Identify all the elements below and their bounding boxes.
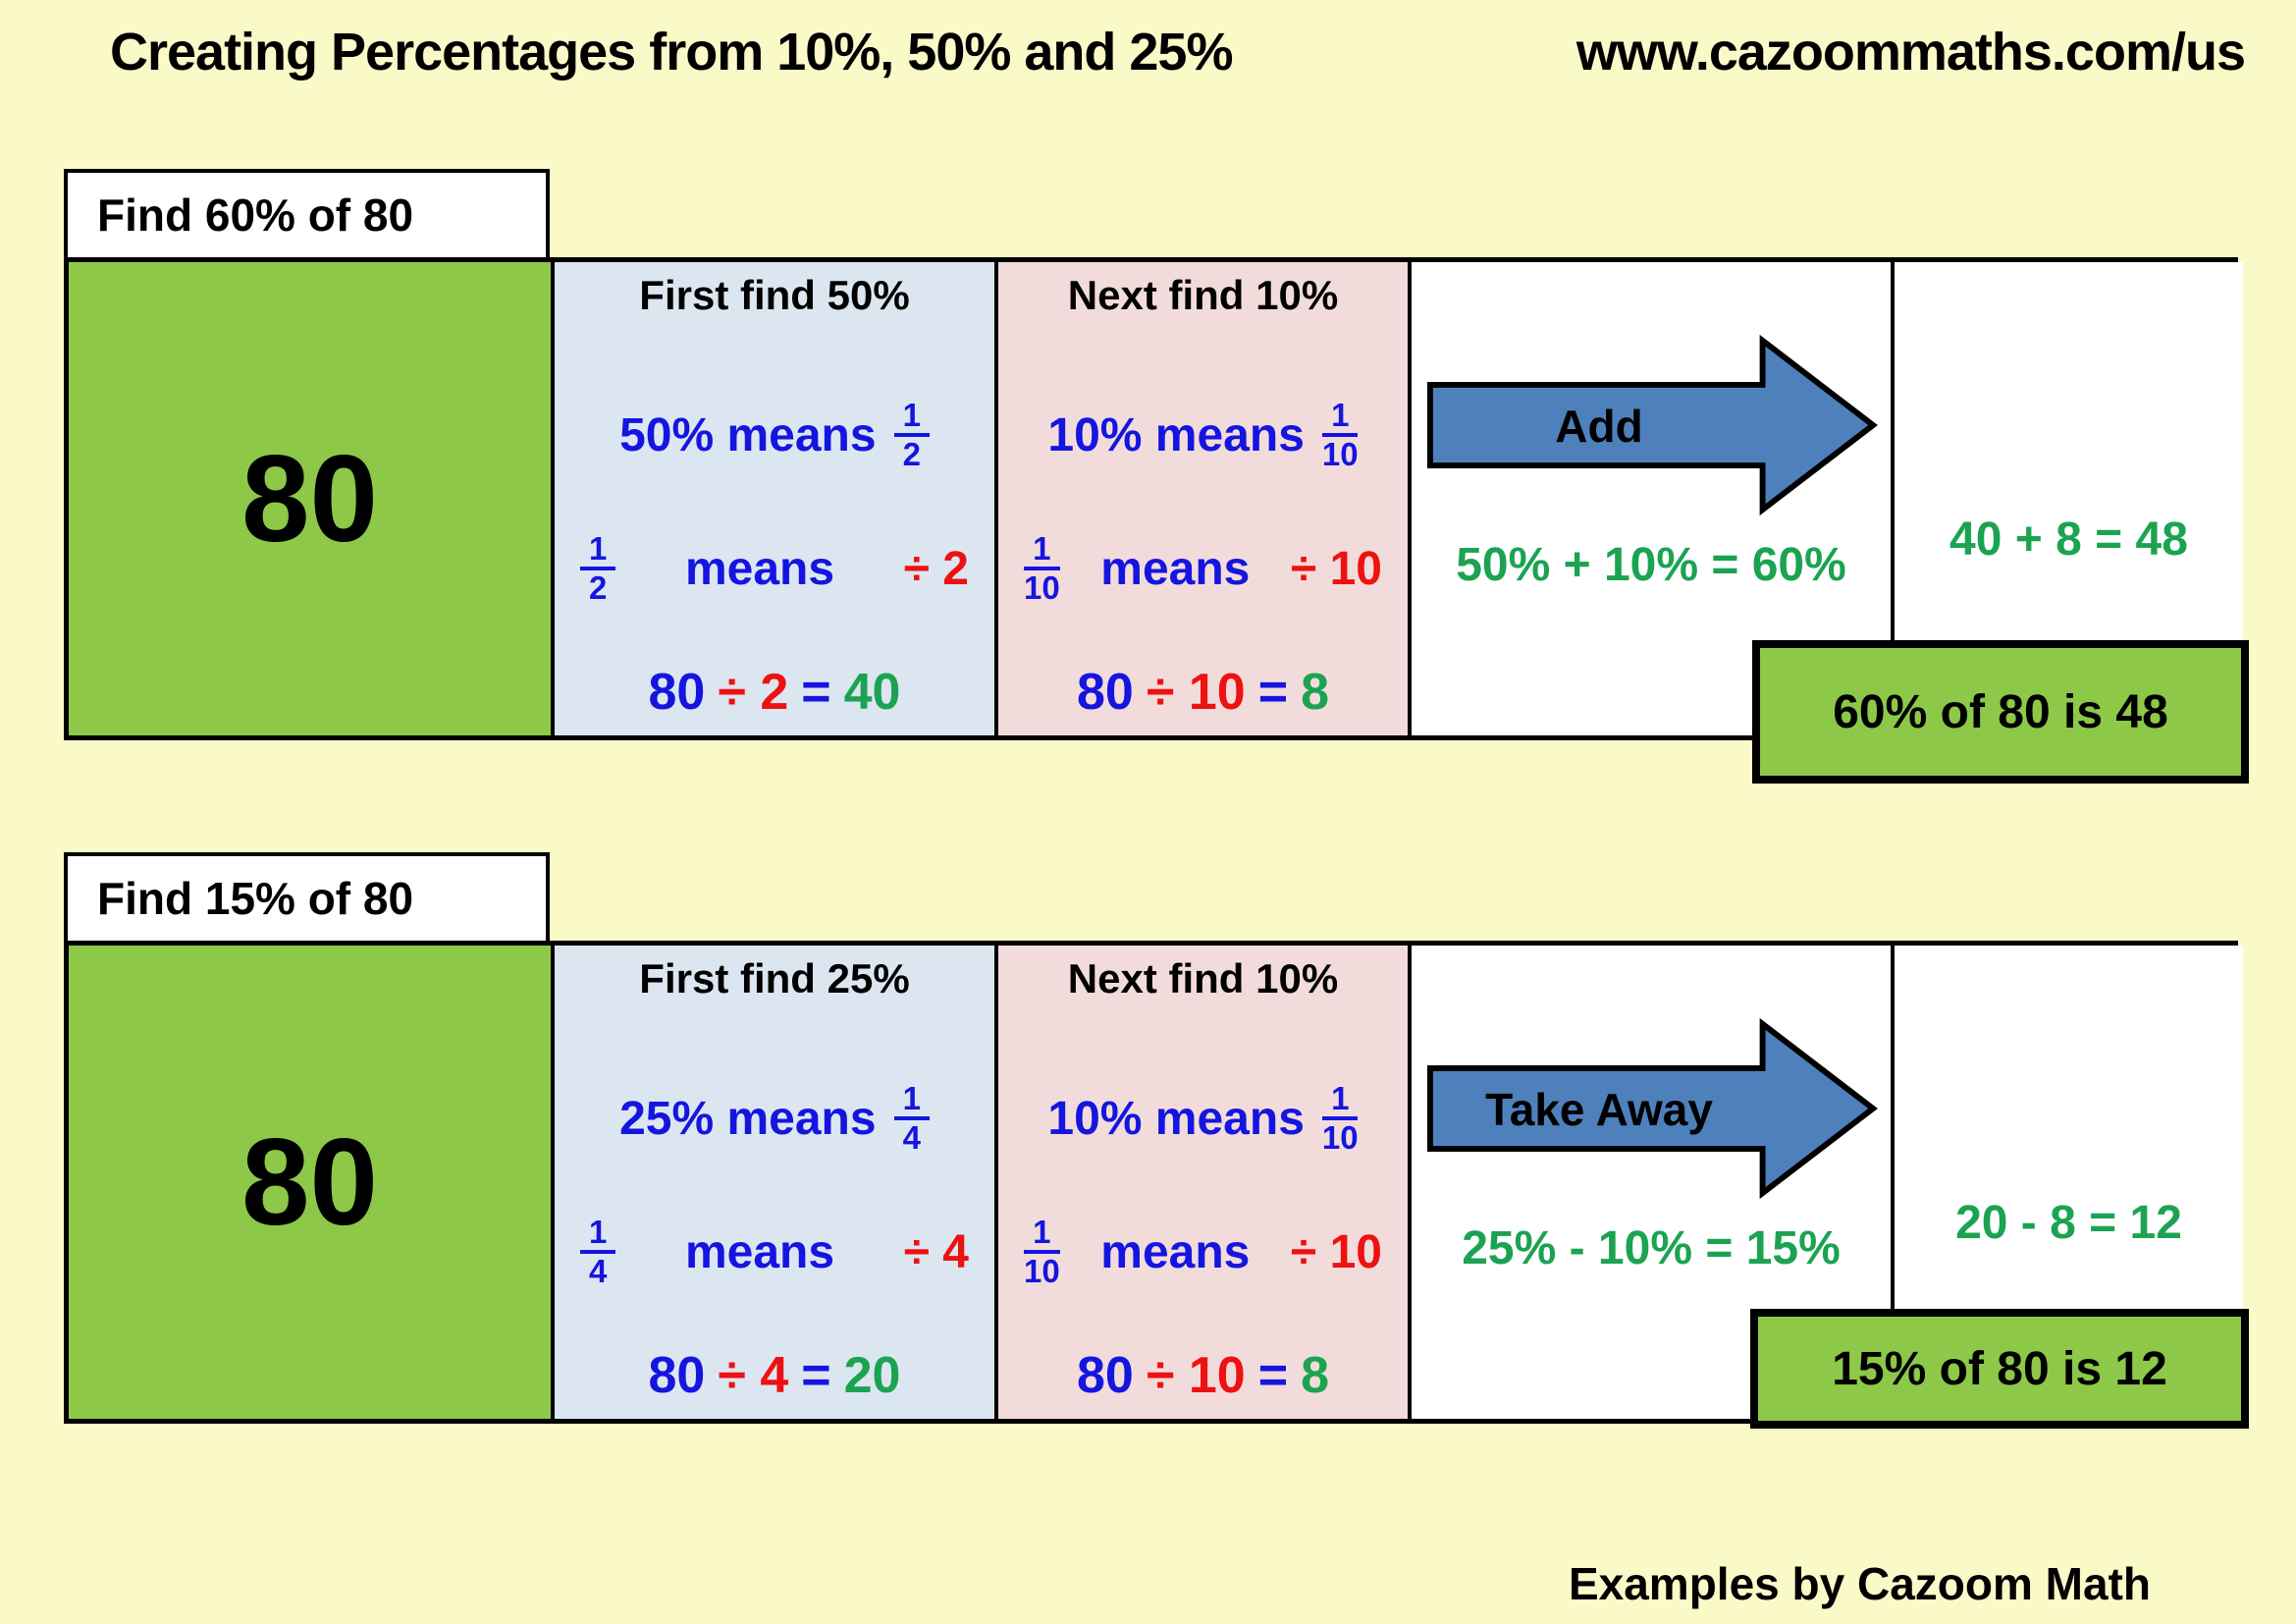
step2-meaning-line: 10% means 1 10 bbox=[998, 388, 1408, 482]
right-arrow-icon bbox=[1427, 1017, 1878, 1200]
means-word: means bbox=[684, 1225, 835, 1278]
fraction: 1 2 bbox=[580, 530, 616, 607]
calc-operator: ÷ 10 bbox=[1146, 664, 1246, 721]
fraction-numerator: 1 bbox=[1024, 1214, 1060, 1254]
step2-header: Next find 10% bbox=[1067, 272, 1339, 318]
value-equation: 20 - 8 = 12 bbox=[1955, 1196, 2182, 1249]
step1-operation-line: 1 4 means ÷ 4 bbox=[555, 1203, 994, 1301]
fraction-numerator: 1 bbox=[1322, 1080, 1359, 1120]
fraction-denominator: 2 bbox=[902, 436, 921, 472]
divide-operation: ÷ 4 bbox=[903, 1225, 969, 1278]
step1-calculation-line: 80 ÷ 4 = 20 bbox=[555, 1336, 994, 1415]
fraction: 1 10 bbox=[1321, 397, 1359, 473]
step1-operation-line: 1 2 means ÷ 2 bbox=[555, 519, 994, 618]
calc-operand: 80 bbox=[648, 1347, 706, 1404]
meaning-label: 25% means bbox=[619, 1092, 877, 1145]
fraction-denominator: 10 bbox=[1024, 569, 1060, 606]
fraction-denominator: 10 bbox=[1321, 1119, 1359, 1156]
meaning-label: 10% means bbox=[1047, 408, 1305, 461]
answer-box-15-percent: 15% of 80 is 12 bbox=[1750, 1309, 2249, 1429]
step1-header: First find 50% bbox=[639, 272, 910, 318]
fraction: 1 2 bbox=[893, 397, 930, 473]
step1-calculation-line: 80 ÷ 2 = 40 bbox=[555, 653, 994, 731]
calc-equals: = bbox=[801, 1347, 831, 1404]
operation-arrow: Add bbox=[1427, 333, 1879, 517]
fraction-numerator: 1 bbox=[580, 1214, 616, 1254]
step1-meaning-line: 25% means 1 4 bbox=[555, 1071, 994, 1165]
calc-operator: ÷ 2 bbox=[718, 664, 789, 721]
meaning-label: 50% means bbox=[619, 408, 877, 461]
calc-result: 8 bbox=[1301, 1347, 1329, 1404]
calc-equals: = bbox=[801, 664, 831, 721]
section-find-60-percent: Find 60% of 80 80 First find 50% 50% mea… bbox=[64, 169, 2243, 740]
fraction: 1 10 bbox=[1024, 530, 1060, 607]
step2-calculation-line: 80 ÷ 10 = 8 bbox=[998, 1336, 1408, 1415]
fraction-numerator: 1 bbox=[1322, 397, 1359, 437]
fraction: 1 10 bbox=[1321, 1080, 1359, 1157]
divide-operation: ÷ 10 bbox=[1290, 1225, 1382, 1278]
arrow-label: Take Away bbox=[1485, 1084, 1713, 1135]
fraction-denominator: 2 bbox=[589, 569, 608, 606]
step2-operation-line: 1 10 means ÷ 10 bbox=[998, 519, 1408, 618]
calc-operand: 80 bbox=[648, 664, 706, 721]
worked-example-table: 80 First find 25% 25% means 1 4 1 4 me bbox=[64, 941, 2243, 1424]
step2-header: Next find 10% bbox=[1067, 955, 1339, 1001]
fraction: 1 10 bbox=[1024, 1214, 1060, 1290]
operation-arrow: Take Away bbox=[1427, 1016, 1879, 1201]
calc-operator: ÷ 4 bbox=[718, 1347, 789, 1404]
meaning-label: 10% means bbox=[1047, 1092, 1305, 1145]
percent-equation: 25% - 10% = 15% bbox=[1462, 1221, 1841, 1274]
base-number: 80 bbox=[240, 1113, 379, 1251]
calc-operator: ÷ 10 bbox=[1146, 1347, 1246, 1404]
base-number-cell: 80 bbox=[69, 946, 555, 1419]
calc-operand: 80 bbox=[1077, 664, 1134, 721]
right-arrow-icon bbox=[1427, 334, 1878, 516]
fraction: 1 4 bbox=[893, 1080, 930, 1157]
calc-operand: 80 bbox=[1077, 1347, 1134, 1404]
page-title: Creating Percentages from 10%, 50% and 2… bbox=[110, 23, 1233, 81]
calc-result: 20 bbox=[843, 1347, 901, 1404]
calc-result: 8 bbox=[1301, 664, 1329, 721]
base-number: 80 bbox=[240, 430, 379, 568]
website-url: www.cazoommaths.com/us bbox=[1575, 23, 2246, 81]
step2-cell: Next find 10% 10% means 1 10 1 10 means … bbox=[998, 262, 1412, 735]
arrow-label: Add bbox=[1555, 401, 1643, 452]
step2-meaning-line: 10% means 1 10 bbox=[998, 1071, 1408, 1165]
means-word: means bbox=[684, 542, 835, 595]
fraction-denominator: 10 bbox=[1024, 1253, 1060, 1289]
means-word: means bbox=[1100, 1225, 1251, 1278]
fraction-numerator: 1 bbox=[1024, 530, 1060, 570]
step1-cell: First find 50% 50% means 1 2 1 2 means ÷… bbox=[555, 262, 998, 735]
section-find-15-percent: Find 15% of 80 80 First find 25% 25% mea… bbox=[64, 852, 2243, 1424]
calc-result: 40 bbox=[843, 664, 901, 721]
fraction-numerator: 1 bbox=[580, 530, 616, 570]
calc-equals: = bbox=[1257, 664, 1289, 721]
answer-box-60-percent: 60% of 80 is 48 bbox=[1752, 640, 2249, 784]
step2-calculation-line: 80 ÷ 10 = 8 bbox=[998, 653, 1408, 731]
fraction-numerator: 1 bbox=[893, 397, 930, 437]
base-number-cell: 80 bbox=[69, 262, 555, 735]
fraction-denominator: 10 bbox=[1321, 436, 1359, 472]
calc-equals: = bbox=[1257, 1347, 1289, 1404]
step1-meaning-line: 50% means 1 2 bbox=[555, 388, 994, 482]
step2-operation-line: 1 10 means ÷ 10 bbox=[998, 1203, 1408, 1301]
divide-operation: ÷ 2 bbox=[903, 542, 969, 595]
fraction-denominator: 4 bbox=[902, 1119, 921, 1156]
section-task-label: Find 60% of 80 bbox=[64, 169, 550, 261]
worked-example-table: 80 First find 50% 50% means 1 2 1 2 me bbox=[64, 257, 2243, 740]
divide-operation: ÷ 10 bbox=[1290, 542, 1382, 595]
footer-credit: Examples by Cazoom Math bbox=[1568, 1558, 2151, 1609]
section-task-label: Find 15% of 80 bbox=[64, 852, 550, 945]
value-equation: 40 + 8 = 48 bbox=[1949, 513, 2188, 566]
percent-equation: 50% + 10% = 60% bbox=[1456, 538, 1846, 591]
fraction: 1 4 bbox=[580, 1214, 616, 1290]
fraction-numerator: 1 bbox=[893, 1080, 930, 1120]
step1-header: First find 25% bbox=[639, 955, 910, 1001]
step1-cell: First find 25% 25% means 1 4 1 4 means ÷… bbox=[555, 946, 998, 1419]
fraction-denominator: 4 bbox=[589, 1253, 608, 1289]
step2-cell: Next find 10% 10% means 1 10 1 10 means … bbox=[998, 946, 1412, 1419]
means-word: means bbox=[1100, 542, 1251, 595]
